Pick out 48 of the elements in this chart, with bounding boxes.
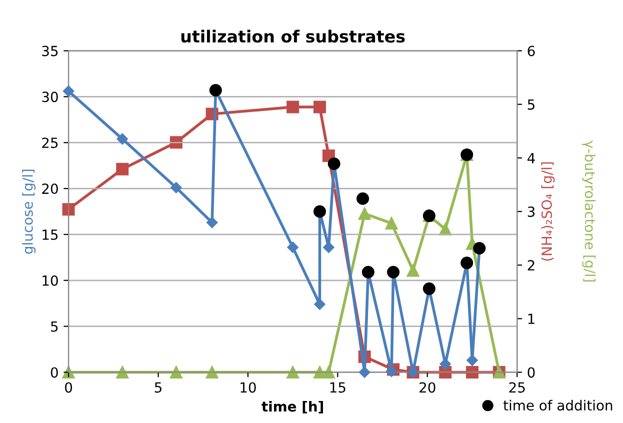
y-tick-label: 5 <box>51 321 58 332</box>
point <box>287 242 298 253</box>
y2-tick-label: 0 <box>528 367 535 378</box>
point <box>286 100 300 114</box>
y2-axis-title: (NH₄)₂SO₄ [g/l] <box>541 162 555 261</box>
x-tick-label: 20 <box>420 382 436 393</box>
y-tick-label: 30 <box>42 92 58 102</box>
x-axis-title: time [h] <box>262 400 323 414</box>
y-tick-label: 35 <box>42 46 58 56</box>
y2-tick-label: 5 <box>528 99 534 110</box>
point <box>206 216 218 228</box>
point <box>323 242 334 253</box>
point <box>170 182 182 194</box>
y-tick-label: 10 <box>42 275 58 286</box>
y2-tick-label: 4 <box>527 153 535 164</box>
point <box>116 133 128 145</box>
point <box>286 366 300 378</box>
point <box>206 366 218 378</box>
point <box>358 366 370 378</box>
x-tick-label: 25 <box>509 382 525 393</box>
point <box>386 366 398 377</box>
y2-tick-label: 3 <box>528 206 535 217</box>
point <box>116 162 129 176</box>
point <box>62 86 74 97</box>
point <box>313 100 326 114</box>
y-tick-label: 15 <box>42 230 58 240</box>
legend-label: time of addition <box>503 400 612 411</box>
y-tick-label: 25 <box>42 138 58 148</box>
point <box>406 264 420 277</box>
chart-title: utilization of substrates <box>181 30 405 43</box>
point <box>439 222 452 236</box>
y2-tick-label: 2 <box>528 260 534 270</box>
point <box>356 192 370 205</box>
x-tick-label: 5 <box>154 382 162 393</box>
point <box>314 298 326 310</box>
point <box>358 207 371 220</box>
y-tick-label: 20 <box>42 184 58 194</box>
y-axis-title: glucose [g/l] <box>22 170 36 254</box>
x-tick-label: 0 <box>65 382 72 393</box>
x-tick-label: 10 <box>240 382 256 393</box>
point <box>62 203 75 216</box>
y-tick-label: 0 <box>50 367 58 378</box>
y2-tick-label: 6 <box>528 46 535 56</box>
point <box>466 354 478 366</box>
x-tick-label: 15 <box>330 382 346 393</box>
y2-tick-label: 1 <box>528 314 534 324</box>
text: γ-butyrolactone [g/l] <box>582 140 596 282</box>
point <box>385 217 398 230</box>
